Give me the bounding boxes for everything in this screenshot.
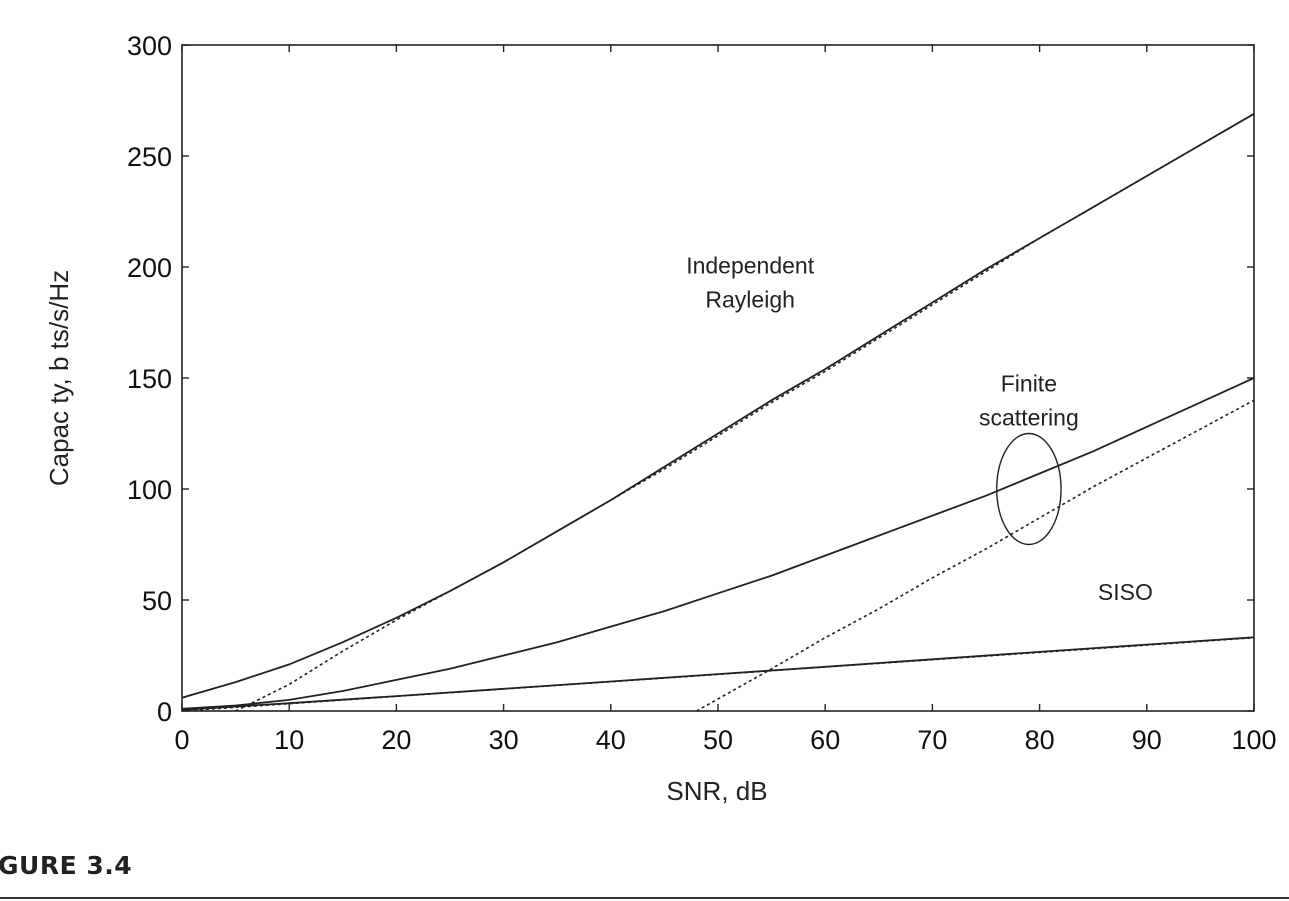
y-tick-label: 250 xyxy=(127,142,172,172)
series-line-2-dashed xyxy=(235,113,1254,711)
annotations: Independent Rayleigh Finite scattering SISO xyxy=(686,253,1153,605)
x-tick-label: 40 xyxy=(596,725,626,755)
annotation-line: Finite xyxy=(1001,370,1057,396)
y-tick-label: 300 xyxy=(127,31,172,61)
series-line-6-dashed xyxy=(182,636,1254,711)
x-tick-label: 100 xyxy=(1231,725,1276,755)
x-tick-label: 50 xyxy=(703,725,733,755)
finite-scattering-ellipse xyxy=(996,432,1062,546)
x-tick-label: 90 xyxy=(1132,725,1162,755)
annotation-label: Independent Rayleigh xyxy=(686,253,815,313)
figure-caption: GURE 3.4 xyxy=(0,851,133,880)
x-tick-label: 20 xyxy=(381,725,411,755)
axis-ticks xyxy=(181,44,1255,712)
plot-lines xyxy=(182,113,1254,711)
caption-rule xyxy=(0,897,1289,899)
x-tick-labels: 0 10 20 30 40 50 60 70 80 90 100 xyxy=(174,725,1276,755)
series-line-1-solid xyxy=(182,113,1254,699)
plot-frame xyxy=(181,44,1255,712)
annotation-line: scattering xyxy=(979,404,1079,430)
x-tick-label: 10 xyxy=(274,725,304,755)
annotation-label: Finite scattering xyxy=(979,370,1079,430)
x-tick-label: 60 xyxy=(810,725,840,755)
annotation-line: Independent xyxy=(686,253,815,279)
x-tick-label: 0 xyxy=(174,725,189,755)
annotation-label: SISO xyxy=(1098,579,1153,605)
x-axis-title: SNR, dB xyxy=(666,776,767,806)
x-tick-label: 80 xyxy=(1025,725,1055,755)
y-tick-label: 150 xyxy=(127,364,172,394)
series-line-4-dashed xyxy=(696,399,1254,711)
y-tick-label: 200 xyxy=(127,253,172,283)
x-tick-label: 30 xyxy=(489,725,519,755)
y-tick-labels: 0 50 100 150 200 250 300 xyxy=(127,31,172,727)
y-tick-label: 100 xyxy=(127,475,172,505)
y-tick-label: 0 xyxy=(157,697,172,727)
annotation-line: SISO xyxy=(1098,579,1153,605)
y-axis-title: Capac ty, b ts/s/Hz xyxy=(44,270,74,486)
y-tick-label: 50 xyxy=(142,586,172,616)
x-tick-label: 70 xyxy=(917,725,947,755)
series-line-3-solid xyxy=(182,377,1254,710)
annotation-line: Rayleigh xyxy=(705,287,795,313)
